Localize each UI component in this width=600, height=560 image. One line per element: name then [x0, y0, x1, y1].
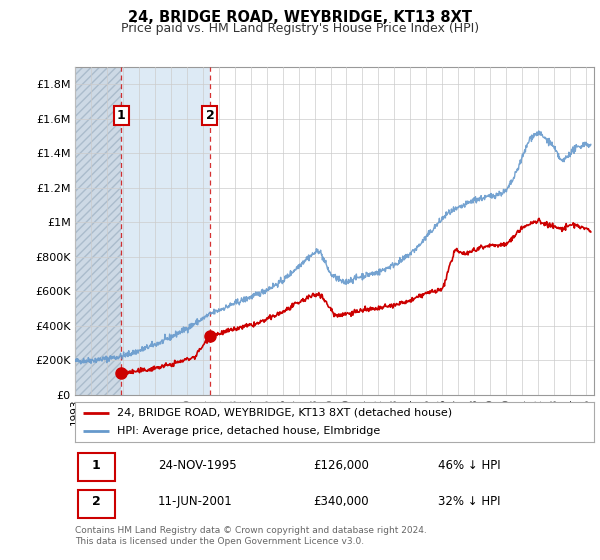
FancyBboxPatch shape	[77, 490, 115, 518]
Text: 46% ↓ HPI: 46% ↓ HPI	[438, 459, 501, 472]
Text: Contains HM Land Registry data © Crown copyright and database right 2024.
This d: Contains HM Land Registry data © Crown c…	[75, 526, 427, 546]
Text: 2: 2	[92, 496, 101, 508]
Text: 1: 1	[117, 109, 125, 122]
FancyBboxPatch shape	[77, 453, 115, 481]
Bar	[121, 67, 210, 395]
Text: 11-JUN-2001: 11-JUN-2001	[158, 496, 233, 508]
Text: £340,000: £340,000	[314, 496, 370, 508]
Text: 1: 1	[92, 459, 101, 472]
Bar	[75, 67, 121, 395]
Text: 2: 2	[206, 109, 214, 122]
Text: £126,000: £126,000	[314, 459, 370, 472]
Text: 24, BRIDGE ROAD, WEYBRIDGE, KT13 8XT: 24, BRIDGE ROAD, WEYBRIDGE, KT13 8XT	[128, 10, 472, 25]
Text: 32% ↓ HPI: 32% ↓ HPI	[438, 496, 501, 508]
Text: 24, BRIDGE ROAD, WEYBRIDGE, KT13 8XT (detached house): 24, BRIDGE ROAD, WEYBRIDGE, KT13 8XT (de…	[116, 408, 452, 418]
Text: 24-NOV-1995: 24-NOV-1995	[158, 459, 236, 472]
Text: HPI: Average price, detached house, Elmbridge: HPI: Average price, detached house, Elmb…	[116, 426, 380, 436]
Text: Price paid vs. HM Land Registry's House Price Index (HPI): Price paid vs. HM Land Registry's House …	[121, 22, 479, 35]
